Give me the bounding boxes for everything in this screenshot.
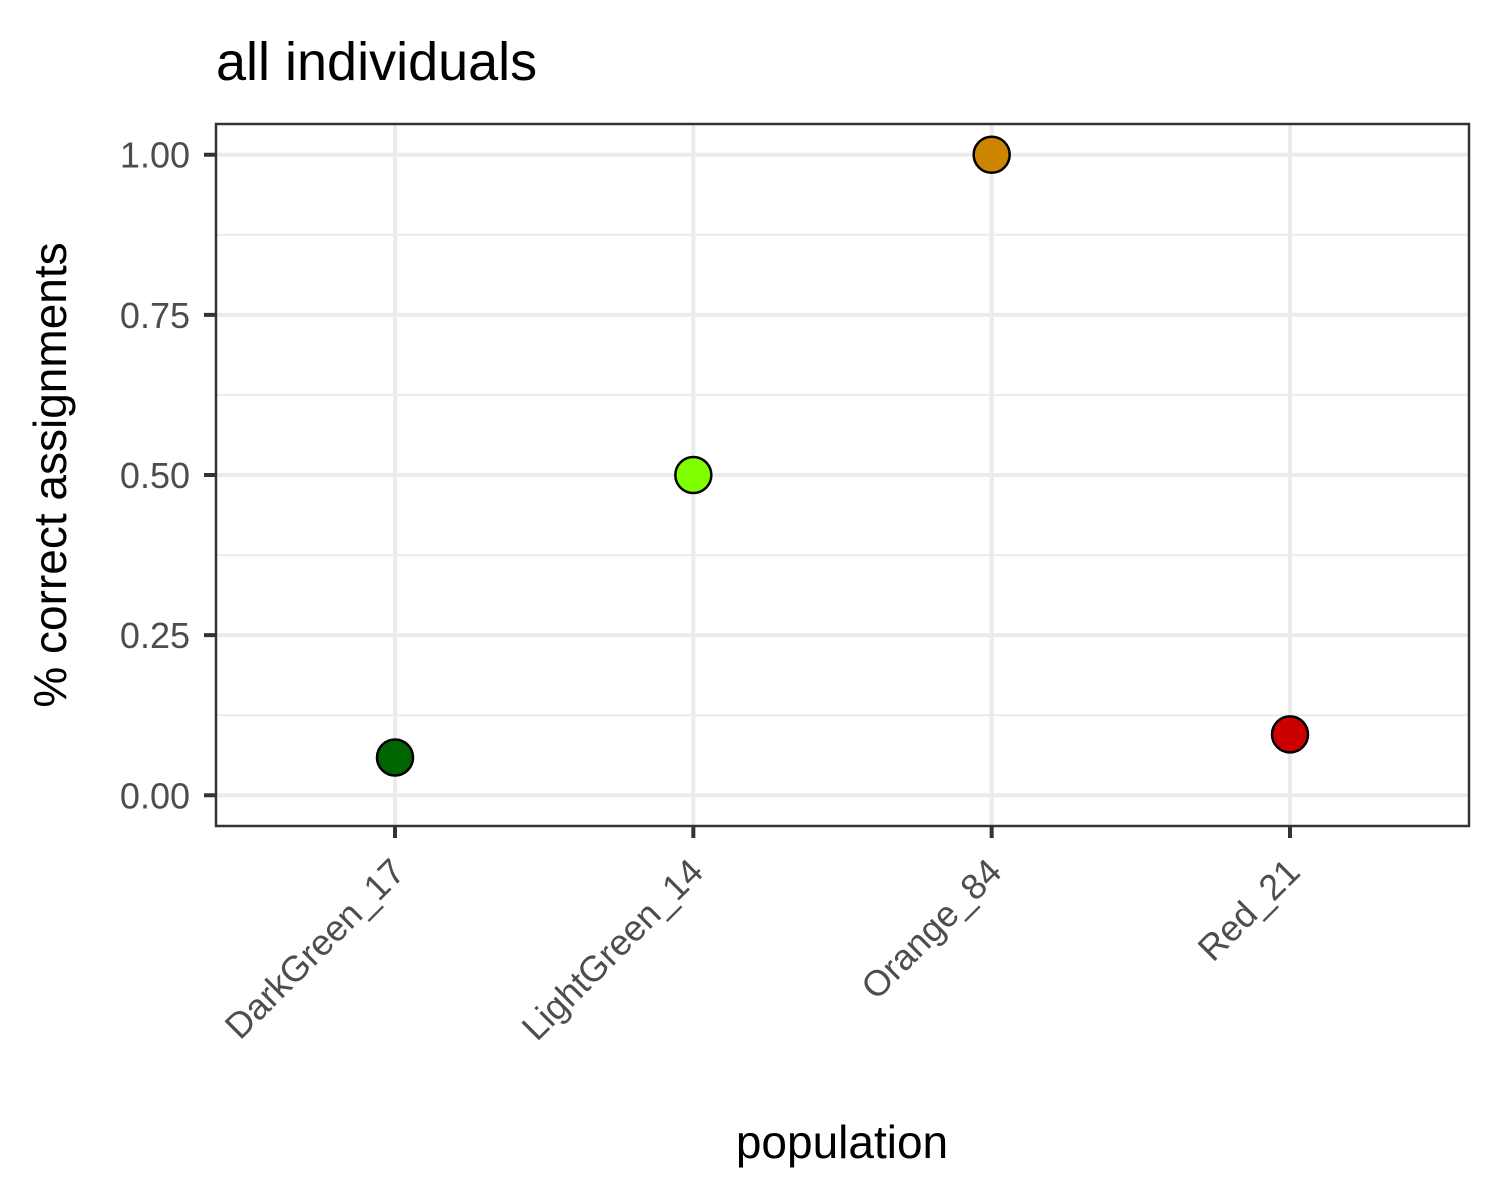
data-point-darkgreen-17 (375, 738, 415, 777)
y-tick-label: 0.75 (120, 295, 190, 336)
data-point-red-21 (1270, 715, 1310, 754)
y-tick-label: 1.00 (120, 135, 190, 176)
y-tick-label: 0.00 (120, 775, 190, 816)
y-tick-label: 0.25 (120, 615, 190, 656)
data-point-orange-84 (972, 135, 1011, 174)
chart-title: all individuals (216, 32, 537, 92)
data-point-lightgreen-14 (674, 455, 713, 495)
y-tick-label: 0.50 (120, 455, 190, 496)
y-axis-title: % correct assignments (24, 242, 76, 707)
data-points (375, 135, 1310, 777)
x-axis-title: population (736, 1116, 948, 1168)
